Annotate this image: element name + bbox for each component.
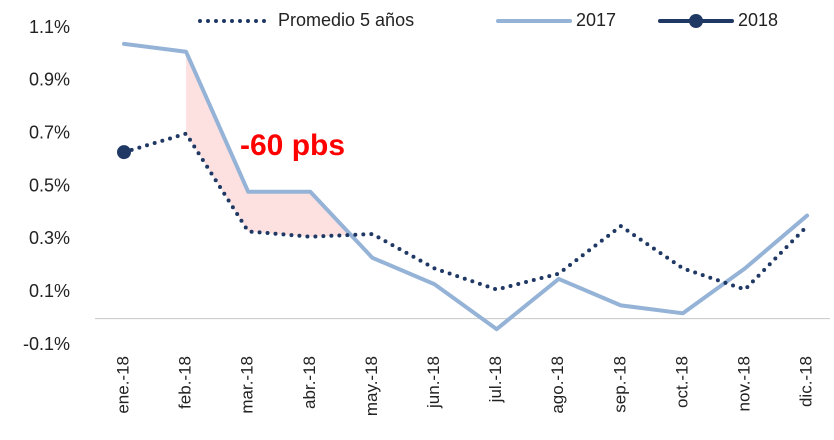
y-tick-label: 0.1%	[29, 281, 70, 301]
x-tick-label: sep.-18	[610, 356, 629, 413]
x-tick-label: feb.-18	[176, 356, 195, 409]
y-tick-label: -0.1%	[23, 334, 70, 354]
x-tick-label: mar.-18	[238, 356, 257, 414]
legend-label: 2018	[738, 10, 778, 30]
annotation: -60 pbs	[240, 129, 345, 162]
x-tick-label: dic.-18	[797, 356, 816, 407]
x-tick-label: jun.-18	[424, 356, 443, 409]
x-tick-label: ene.-18	[113, 356, 132, 414]
gap-shade	[186, 51, 351, 237]
y-tick-label: 1.1%	[29, 17, 70, 37]
legend-label: Promedio 5 años	[278, 10, 414, 30]
series-line	[122, 131, 810, 292]
y-tick-label: 0.9%	[29, 70, 70, 90]
point	[117, 145, 131, 160]
y-tick-label: 0.5%	[29, 175, 70, 195]
x-tick-label: ago.-18	[548, 356, 567, 414]
legend-marker	[689, 14, 703, 28]
x-tick-label: oct.-18	[672, 356, 691, 408]
series-line	[122, 41, 810, 332]
y-tick-label: 0.7%	[29, 122, 70, 142]
x-tick-label: may.-18	[362, 356, 381, 416]
x-tick-label: abr.-18	[300, 356, 319, 409]
y-tick-label: 0.3%	[29, 228, 70, 248]
x-tick-label: nov.-18	[734, 356, 753, 411]
x-tick-label: jul.-18	[486, 356, 505, 403]
legend-label: 2017	[576, 10, 616, 30]
